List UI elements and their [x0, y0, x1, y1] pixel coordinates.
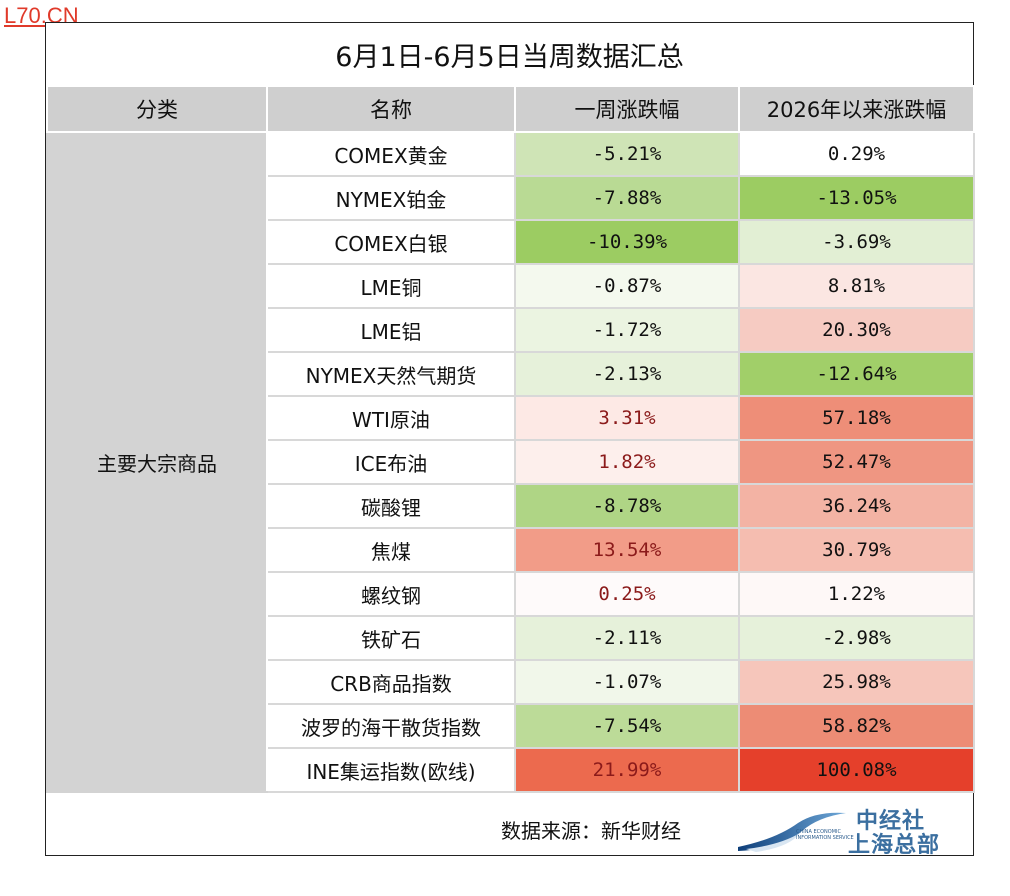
commodity-name: COMEX黄金	[266, 131, 516, 177]
summary-card: 6月1日-6月5日当周数据汇总 分类 名称 一周涨跌幅 2026年以来涨跌幅 主…	[45, 22, 975, 858]
table-row: NYMEX天然气期货 -2.13% -12.64%	[47, 351, 975, 397]
week-change-cell: 0.25%	[514, 571, 740, 617]
week-change-cell: 21.99%	[514, 747, 740, 793]
table-row: ICE布油 1.82% 52.47%	[47, 439, 975, 485]
footer: 数据来源：新华财经 CHINA ECONOMIC INFORMATION SER…	[46, 793, 973, 858]
table-row: 碳酸锂 -8.78% 36.24%	[47, 483, 975, 529]
commodity-name: 螺纹钢	[266, 571, 516, 617]
header-category: 分类	[46, 85, 268, 133]
commodity-name: NYMEX铂金	[266, 175, 516, 221]
commodity-name: WTI原油	[266, 395, 516, 441]
logo-cn-line1: 中经社	[856, 809, 926, 834]
commodity-name: LME铜	[266, 263, 516, 309]
table-row: LME铝 -1.72% 20.30%	[47, 307, 975, 353]
ytd-change-cell: 57.18%	[738, 395, 975, 441]
data-table: 分类 名称 一周涨跌幅 2026年以来涨跌幅 主要大宗商品 COMEX黄金 -5.2…	[46, 85, 975, 793]
ytd-change-cell: 25.98%	[738, 659, 975, 705]
table-row: LME铜 -0.87% 8.81%	[47, 263, 975, 309]
table-row: INE集运指数(欧线) 21.99% 100.08%	[47, 747, 975, 793]
commodity-name: CRB商品指数	[266, 659, 516, 705]
week-change-cell: -7.54%	[514, 703, 740, 749]
ytd-change-cell: -12.64%	[738, 351, 975, 397]
ytd-change-cell: 8.81%	[738, 263, 975, 309]
table-row: 主要大宗商品 COMEX黄金 -5.21% 0.29%	[46, 131, 975, 793]
ytd-change-cell: 58.82%	[738, 703, 975, 749]
header-week-change: 一周涨跌幅	[514, 85, 740, 133]
commodity-name: 碳酸锂	[266, 483, 516, 529]
week-change-cell: 1.82%	[514, 439, 740, 485]
logo-swoosh-icon	[738, 812, 846, 852]
week-change-cell: -2.13%	[514, 351, 740, 397]
commodity-name: INE集运指数(欧线)	[266, 747, 516, 793]
table-row: 螺纹钢 0.25% 1.22%	[47, 571, 975, 617]
table-row: 焦煤 13.54% 30.79%	[47, 527, 975, 573]
commodity-name: 焦煤	[266, 527, 516, 573]
week-change-cell: -7.88%	[514, 175, 740, 221]
table-row: NYMEX铂金 -7.88% -13.05%	[47, 175, 975, 221]
commodity-name: ICE布油	[266, 439, 516, 485]
commodity-name: NYMEX天然气期货	[266, 351, 516, 397]
week-change-cell: -8.78%	[514, 483, 740, 529]
data-source: 数据来源：新华财经	[501, 819, 681, 843]
week-change-cell: 3.31%	[514, 395, 740, 441]
category-cell: 主要大宗商品	[46, 131, 268, 793]
ytd-change-cell: 1.22%	[738, 571, 975, 617]
commodity-name: COMEX白银	[266, 219, 516, 265]
week-change-cell: -1.07%	[514, 659, 740, 705]
week-change-cell: -2.11%	[514, 615, 740, 661]
logo-cn-line2: 上海总部	[848, 833, 941, 858]
commodity-name: 铁矿石	[266, 615, 516, 661]
week-change-cell: -5.21%	[514, 131, 740, 177]
ytd-change-cell: -2.98%	[738, 615, 975, 661]
week-change-cell: -0.87%	[514, 263, 740, 309]
ytd-change-cell: 30.79%	[738, 527, 975, 573]
logo-english-text: CHINA ECONOMIC INFORMATION SERVICE	[796, 829, 854, 841]
header-name: 名称	[266, 85, 516, 133]
ytd-change-cell: -13.05%	[738, 175, 975, 221]
ceis-logo: CHINA ECONOMIC INFORMATION SERVICE 中经社 上…	[736, 801, 968, 858]
commodity-name: LME铝	[266, 307, 516, 353]
table-body: 主要大宗商品 COMEX黄金 -5.21% 0.29% NYMEX铂金 -7.88% -13…	[46, 131, 975, 793]
table-row: WTI原油 3.31% 57.18%	[47, 395, 975, 441]
ytd-change-cell: 100.08%	[738, 747, 975, 793]
ytd-change-cell: -3.69%	[738, 219, 975, 265]
table-row: CRB商品指数 -1.07% 25.98%	[47, 659, 975, 705]
week-change-cell: -1.72%	[514, 307, 740, 353]
table-header-row: 分类 名称 一周涨跌幅 2026年以来涨跌幅	[46, 85, 975, 133]
page-title: 6月1日-6月5日当周数据汇总	[335, 41, 684, 73]
table-row: 铁矿石 -2.11% -2.98%	[47, 615, 975, 661]
commodity-name: 波罗的海干散货指数	[266, 703, 516, 749]
table-row: COMEX白银 -10.39% -3.69%	[47, 219, 975, 265]
ytd-change-cell: 0.29%	[738, 131, 975, 177]
table-row: 波罗的海干散货指数 -7.54% 58.82%	[47, 703, 975, 749]
week-change-cell: 13.54%	[514, 527, 740, 573]
week-change-cell: -10.39%	[514, 219, 740, 265]
ytd-change-cell: 20.30%	[738, 307, 975, 353]
header-ytd-change: 2026年以来涨跌幅	[738, 85, 975, 133]
ytd-change-cell: 52.47%	[738, 439, 975, 485]
ytd-change-cell: 36.24%	[738, 483, 975, 529]
